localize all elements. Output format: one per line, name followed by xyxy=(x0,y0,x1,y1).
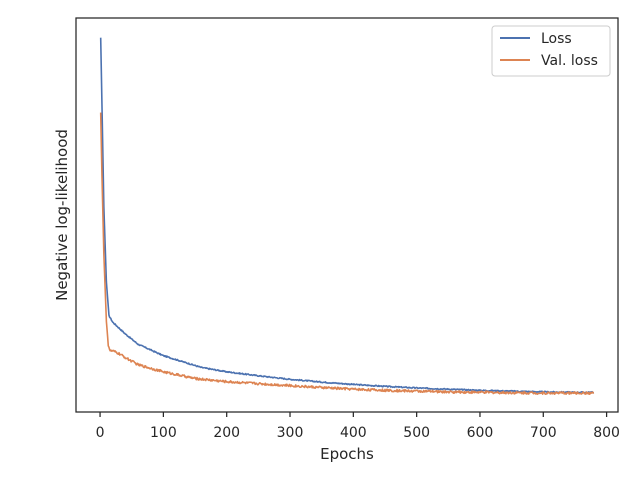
y-axis-label: Negative log-likelihood xyxy=(53,129,71,301)
x-tick-label: 100 xyxy=(150,425,177,441)
x-tick-label: 200 xyxy=(213,425,240,441)
x-axis-ticks: 0 100 200 300 400 500 600 700 800 xyxy=(96,412,620,441)
x-tick-label: 300 xyxy=(277,425,304,441)
legend: Loss Val. loss xyxy=(491,25,611,77)
x-tick-label: 400 xyxy=(340,425,367,441)
x-axis-label: Epochs xyxy=(320,445,374,463)
x-tick-label: 500 xyxy=(403,425,430,441)
series-line-loss xyxy=(99,37,595,394)
plot-lines xyxy=(99,37,595,396)
legend-label-loss: Loss xyxy=(541,31,572,47)
plot-frame xyxy=(75,17,619,413)
series-line-val-loss xyxy=(99,112,595,396)
x-tick-label: 600 xyxy=(467,425,494,441)
x-tick-label: 800 xyxy=(593,425,620,441)
x-tick-label: 0 xyxy=(96,425,105,441)
legend-label-val-loss: Val. loss xyxy=(541,53,598,69)
x-tick-label: 700 xyxy=(530,425,557,441)
